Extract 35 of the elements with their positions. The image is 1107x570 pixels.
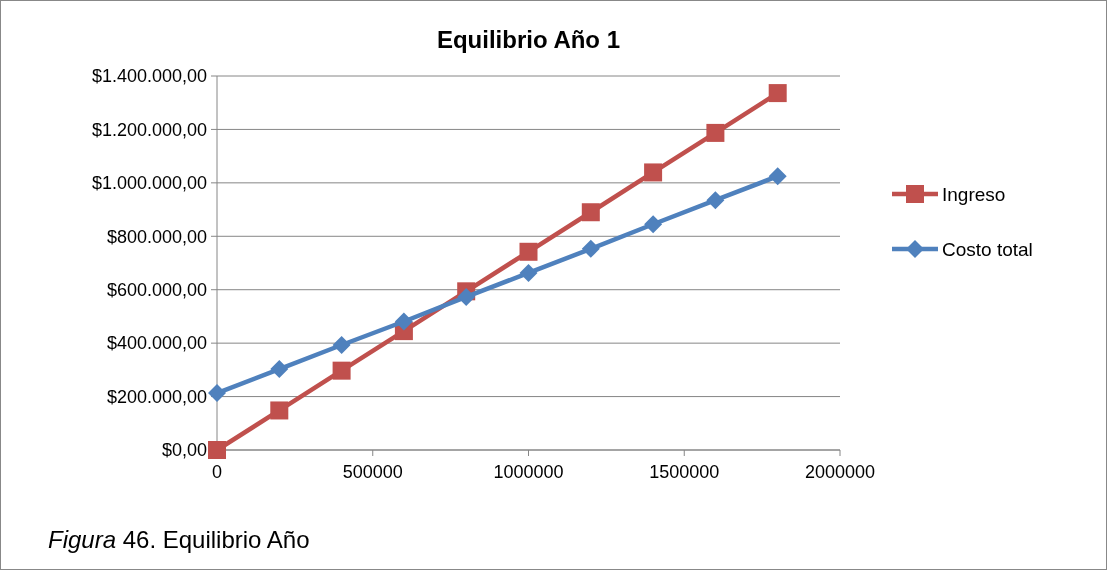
point	[270, 360, 289, 379]
y-tick-label: $600.000,00	[106, 280, 207, 301]
x-tick-label: 2000000	[804, 462, 876, 482]
x-tick-label: 1000000	[493, 462, 564, 482]
point	[768, 167, 787, 186]
point	[208, 384, 226, 403]
point	[644, 163, 663, 182]
x-tick-label: 0	[211, 462, 223, 482]
y-tick-label: $800.000,00	[106, 226, 207, 247]
y-tick-label: $1.400.000,00	[91, 66, 207, 87]
y-tick-label: $1.200.000,00	[91, 119, 207, 140]
legend-label: Ingreso	[942, 183, 1006, 205]
point	[644, 215, 663, 234]
y-tick-label: $1.000.000,00	[91, 173, 207, 194]
point	[270, 401, 289, 420]
point	[581, 203, 600, 222]
point	[519, 242, 538, 261]
x-tick-label: 1500000	[649, 462, 720, 482]
y-tick-label: $200.000,00	[106, 386, 207, 407]
point	[706, 191, 725, 210]
point	[332, 361, 351, 380]
point	[394, 312, 413, 331]
point	[457, 287, 476, 306]
y-tick-label: $0,00	[161, 440, 207, 461]
point	[768, 84, 787, 103]
point	[208, 441, 226, 459]
y-tick-label: $400.000,00	[106, 333, 207, 354]
point	[519, 263, 538, 282]
x-tick-label: 500000	[342, 462, 403, 482]
legend-label: Costo total	[942, 238, 1033, 260]
point	[332, 336, 351, 355]
text: Figura 46. Equilibrio Año	[48, 526, 310, 553]
point	[706, 123, 725, 142]
point	[581, 239, 600, 258]
chart-title: Equilibrio Año 1	[436, 26, 621, 53]
